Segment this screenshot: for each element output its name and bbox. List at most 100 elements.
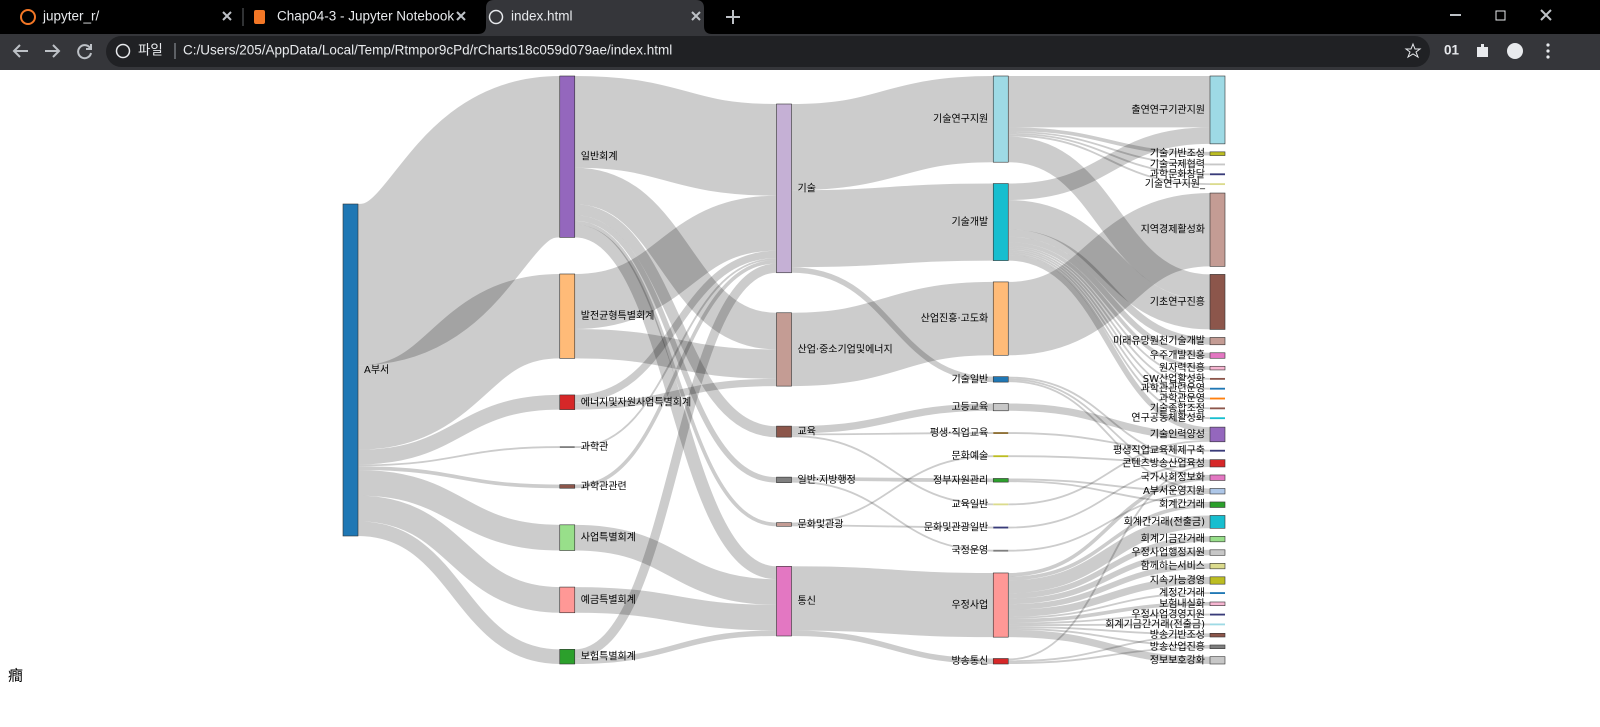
node	[992, 281, 1009, 356]
flow-link	[791, 630, 994, 665]
flow-link	[1008, 432, 1211, 452]
node	[993, 526, 1009, 529]
tab-close[interactable]	[456, 11, 466, 21]
account[interactable]	[1507, 43, 1523, 59]
flow-link	[791, 455, 994, 525]
flow-link	[1008, 378, 1211, 477]
profile-badge[interactable]: 01	[1444, 43, 1460, 58]
node	[559, 75, 576, 238]
restore[interactable]	[1495, 10, 1506, 21]
node-label: 과학관관련운영	[1141, 383, 1205, 395]
node-label: 국정운영	[951, 545, 988, 557]
flow-link	[574, 587, 777, 631]
tab[interactable]: jupyter_r/	[20, 9, 232, 25]
node	[1209, 601, 1226, 606]
flow-link	[574, 630, 777, 665]
flow-link	[1007, 200, 1211, 330]
node-label: 기술종합조정	[1150, 402, 1205, 414]
node	[1210, 449, 1225, 452]
flow-link	[1008, 131, 1211, 166]
node	[776, 312, 792, 387]
flow-link	[574, 258, 777, 449]
node	[992, 403, 1009, 412]
tab-active[interactable]: index.html	[478, 0, 712, 34]
flow-link	[1008, 380, 1211, 491]
node	[992, 183, 1009, 261]
flow-link	[1008, 476, 1211, 577]
node	[1209, 549, 1226, 556]
node-label: 기술연구지원	[933, 113, 988, 125]
node-label: 교육	[798, 426, 816, 438]
close-window[interactable]	[1540, 9, 1552, 21]
node	[992, 478, 1009, 483]
node	[1210, 623, 1225, 626]
node-label: 보험특별회계	[581, 651, 636, 663]
flow-link	[1008, 592, 1211, 619]
flow-link	[791, 267, 994, 383]
node	[776, 425, 792, 438]
node	[993, 432, 1009, 434]
node-label: 기술국제협력	[1150, 157, 1205, 170]
flow-link	[1008, 627, 1211, 647]
node-label: 발전균형특별회계	[581, 310, 655, 322]
new-tab[interactable]	[726, 10, 740, 24]
node-label: 기초연구진흥	[1150, 295, 1205, 308]
node	[1210, 387, 1225, 390]
node	[992, 658, 1009, 665]
menu[interactable]	[1546, 43, 1550, 59]
node	[1209, 576, 1226, 585]
extensions[interactable]	[1477, 44, 1488, 57]
node	[993, 549, 1009, 552]
flow-link	[1008, 626, 1211, 636]
node	[1210, 592, 1225, 594]
bookmark-star[interactable]	[1404, 42, 1422, 59]
tab-title: index.html	[511, 9, 573, 24]
node-label: SW산업활성화	[1143, 372, 1205, 385]
flow-link	[573, 195, 778, 330]
address-prefix: 파일	[138, 43, 163, 58]
flow-link	[574, 378, 777, 410]
nodes: A부서 일반회계발전균형특별회계에너지및자원사업특별회계과학관과학관관련사업특별회…	[342, 75, 1226, 667]
node-label: 기술인력양성	[1150, 428, 1205, 440]
flow-link	[1008, 127, 1211, 201]
node	[993, 455, 1009, 458]
flow-link	[356, 273, 562, 450]
node	[992, 75, 1009, 163]
tab-close[interactable]	[691, 11, 701, 21]
node	[1209, 459, 1226, 468]
node	[776, 565, 792, 637]
node	[992, 572, 1009, 638]
node-label: 방송기반조성	[1150, 629, 1205, 641]
links	[352, 75, 1212, 665]
node-label: 콘텐츠방송산업육성	[1122, 456, 1205, 469]
node	[1209, 192, 1226, 267]
node-label: 문화및관광	[798, 518, 844, 530]
flow-link	[1008, 635, 1211, 663]
node-label: 산업·중소기업및에너지	[798, 342, 893, 355]
info-icon[interactable]	[115, 43, 131, 59]
node-label: 지역경제활성화	[1141, 223, 1205, 236]
node-label: 방송산업진흥	[1150, 640, 1205, 653]
flow-link	[791, 76, 994, 191]
flow-link	[1008, 229, 1211, 345]
flow-link	[1008, 253, 1211, 420]
node-label: 사업특별회계	[581, 531, 636, 544]
omnibox[interactable]	[106, 36, 1430, 67]
tab[interactable]: Chap04-3 - Jupyter Notebook	[254, 9, 466, 24]
tab-close[interactable]	[222, 11, 232, 21]
flow-link	[1008, 134, 1211, 186]
reload-button[interactable]	[77, 44, 92, 60]
forward-button[interactable]	[45, 44, 61, 58]
node	[1209, 365, 1226, 371]
flow-link	[1008, 403, 1211, 440]
node-label: 함께하는서비스	[1141, 559, 1205, 572]
node-label: 정보보호강화	[1150, 654, 1205, 666]
node-label: 고등교육	[951, 401, 988, 413]
node-label: 기술일반	[951, 373, 988, 385]
flow-link	[791, 566, 994, 638]
node	[559, 273, 576, 359]
url[interactable]: C:/Users/205/AppData/Local/Temp/Rtmpor9c…	[183, 43, 672, 58]
node-label: 미래유망원천기술개발	[1113, 335, 1205, 347]
node	[776, 476, 792, 483]
back-button[interactable]	[12, 44, 28, 58]
